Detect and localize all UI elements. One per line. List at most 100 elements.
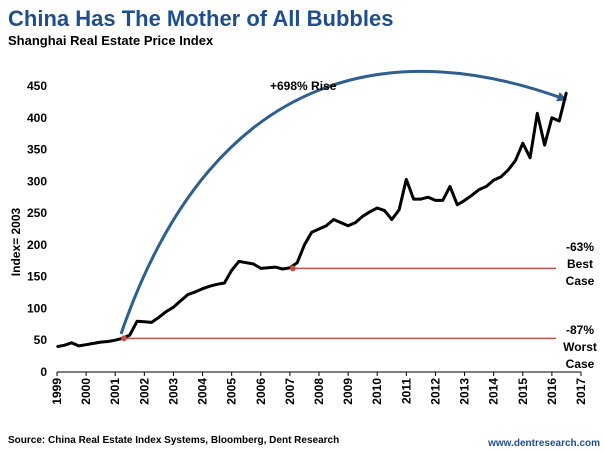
y-tick-label: 0 <box>40 365 47 379</box>
series-point <box>565 91 568 94</box>
series-point <box>529 157 531 159</box>
series-point <box>471 194 473 197</box>
series-point <box>85 343 87 346</box>
series-point <box>114 339 116 342</box>
series-point <box>99 341 102 343</box>
x-tick-label: 2009 <box>341 378 355 405</box>
series-point <box>78 345 80 347</box>
x-tick-label: 2012 <box>428 378 442 405</box>
series-point <box>274 266 277 268</box>
series-line <box>56 92 568 349</box>
series-point <box>325 225 328 227</box>
series-point <box>427 196 430 198</box>
x-tick-label: 2000 <box>79 378 93 405</box>
chart-subtitle: Shanghai Real Estate Price Index <box>8 33 214 48</box>
series-point <box>558 120 560 122</box>
series-point <box>332 218 335 221</box>
x-tick-label: 2017 <box>574 378 588 405</box>
y-tick-label: 450 <box>27 79 47 93</box>
series-point <box>449 185 451 188</box>
series-point <box>260 267 262 270</box>
y-tick-label: 400 <box>27 111 47 125</box>
x-tick-label: 2002 <box>137 378 151 405</box>
y-tick-label: 150 <box>27 270 47 284</box>
worst-case-label-1: Worst <box>563 340 597 354</box>
series-point <box>143 321 146 323</box>
series-point <box>347 225 349 227</box>
series-point <box>434 199 437 202</box>
x-axis-ticks: 1999 2000 2001 2002 2003 2004 2005 2006 2007 2008… <box>50 372 588 405</box>
series-point <box>318 228 320 230</box>
series-point <box>391 218 393 221</box>
series-point <box>92 342 95 345</box>
series-points <box>56 91 568 348</box>
worst-case-label-2: Case <box>566 357 595 371</box>
x-tick-label: 2010 <box>370 378 384 405</box>
series-point <box>187 293 189 296</box>
series-point <box>383 209 386 212</box>
worst-case-pct: -87% <box>566 323 594 337</box>
series-point <box>398 209 400 211</box>
website-link[interactable]: www.dentresearch.com <box>487 438 600 449</box>
series-point <box>107 340 109 343</box>
series-point <box>267 267 269 269</box>
series-point <box>70 342 73 344</box>
y-axis-label: Index= 2003 <box>9 207 23 276</box>
x-tick-label: 2011 <box>399 378 413 404</box>
best-case-label-2: Case <box>566 274 595 288</box>
series-point <box>310 231 313 233</box>
series-point <box>238 260 240 263</box>
y-tick-label: 350 <box>27 143 47 157</box>
series-point <box>376 207 379 209</box>
x-tick-label: 2001 <box>108 378 122 405</box>
series-point <box>252 263 255 265</box>
best-case-start-marker <box>289 265 296 272</box>
series-point <box>405 178 408 181</box>
x-tick-label: 2008 <box>312 378 326 405</box>
series-point <box>441 199 444 202</box>
series-point <box>463 199 466 202</box>
x-tick-label: 2003 <box>166 378 180 405</box>
series-point <box>172 306 175 309</box>
series-point <box>281 268 284 270</box>
x-tick-label: 2007 <box>283 378 297 405</box>
y-tick-label: 100 <box>27 301 47 315</box>
series-point <box>551 117 553 119</box>
series-point <box>303 244 306 246</box>
y-tick-label: 200 <box>27 238 47 252</box>
series-point <box>179 300 182 302</box>
worst-case-start-marker <box>120 335 127 342</box>
series-point <box>209 285 211 288</box>
series-point <box>361 215 364 218</box>
series-point <box>296 261 299 264</box>
x-tick-label: 2016 <box>545 378 559 405</box>
y-axis-ticks: 0 50 100 150 200 250 300 350 400 450 <box>27 79 47 379</box>
y-tick-label: 300 <box>27 174 47 188</box>
rise-annotation: +698% Rise <box>270 79 337 93</box>
series-point <box>478 188 480 191</box>
rise-arrow <box>119 70 568 335</box>
series-point <box>412 198 415 200</box>
series-point <box>492 179 495 181</box>
series-point <box>63 344 66 347</box>
chart-title: China Has The Mother of All Bubbles <box>8 6 393 31</box>
series-point <box>522 142 524 144</box>
source-note: Source: China Real Estate Index Systems,… <box>8 435 339 446</box>
y-tick-label: 50 <box>34 333 48 347</box>
series-point <box>536 112 539 115</box>
series-point <box>340 221 342 224</box>
series-point <box>136 320 138 323</box>
series-point <box>456 204 459 206</box>
series-point <box>543 144 546 146</box>
series-point <box>500 176 502 178</box>
series-point <box>129 334 131 336</box>
x-tick-label: 2015 <box>516 378 530 405</box>
y-tick-label: 250 <box>27 206 47 220</box>
x-tick-label: 2004 <box>196 378 210 405</box>
series-point <box>369 211 371 213</box>
series-point <box>201 287 204 290</box>
series-point <box>245 261 247 264</box>
series-point <box>507 169 510 171</box>
x-tick-label: 1999 <box>50 378 64 405</box>
series-point <box>223 282 226 284</box>
